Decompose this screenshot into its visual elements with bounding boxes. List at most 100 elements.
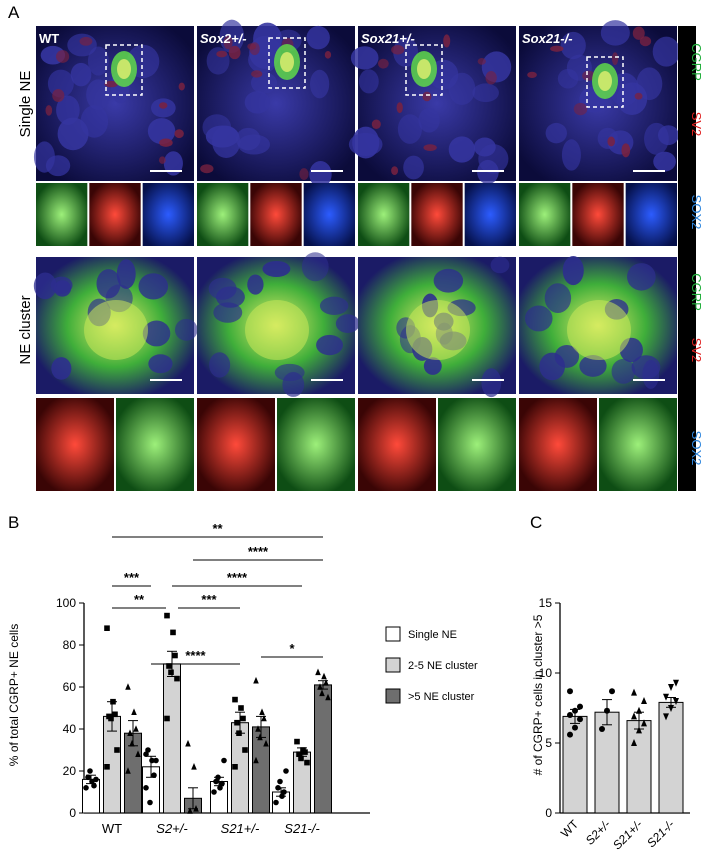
nucleus-blob <box>309 69 330 99</box>
micrograph-column-wt: WT <box>33 26 198 491</box>
data-point <box>232 696 238 703</box>
data-point <box>261 714 267 722</box>
nucleus-blob <box>142 320 171 347</box>
split-channel-image <box>625 183 677 246</box>
nucleus-blob <box>433 268 464 293</box>
nucleus-blob <box>316 334 343 356</box>
nucleus-blob <box>544 283 572 314</box>
bar <box>594 711 620 814</box>
split-channel-image <box>411 183 463 246</box>
data-point <box>673 698 679 705</box>
nucleus-blob <box>554 345 580 368</box>
nucleus-blob <box>657 125 679 146</box>
nucleus-blob <box>448 136 476 163</box>
split-channel-image <box>197 398 275 491</box>
nucleus-blob <box>47 69 74 98</box>
data-point <box>298 755 304 762</box>
nucleus-blob <box>652 36 681 67</box>
data-point <box>599 726 605 732</box>
nucleus-blob <box>636 67 663 101</box>
x-tick-label: S2+/- <box>156 821 188 836</box>
data-point <box>631 688 637 696</box>
sv2-blob <box>607 136 616 147</box>
legend-label-2-5-cluster: 2-5 NE cluster <box>408 660 478 672</box>
x-tick-label: WT <box>102 821 122 836</box>
sv2-blob <box>485 71 497 85</box>
data-point <box>673 679 679 687</box>
data-point <box>125 683 131 690</box>
data-point <box>668 684 674 691</box>
data-point <box>641 697 647 704</box>
micrograph-grid: WT Sox2+/- Sox21+/- Sox21-/- <box>33 19 681 491</box>
sv2-blob <box>178 82 185 91</box>
data-point <box>317 683 323 690</box>
data-point <box>108 715 114 722</box>
sv2-blob <box>477 57 486 65</box>
nucleus-blob <box>631 355 661 380</box>
data-point <box>114 747 120 753</box>
cluster-core <box>245 300 309 360</box>
condition-label-wt: WT <box>39 31 59 46</box>
chart-b-legend: Single NE 2-5 NE cluster >5 NE cluster <box>385 626 478 704</box>
data-point <box>131 708 137 715</box>
x-tick-label: WT <box>558 817 582 841</box>
nucleus-blob <box>403 155 424 180</box>
data-point <box>187 807 193 814</box>
channel-label-strip <box>678 26 696 491</box>
x-tick-label: S21+/- <box>221 821 260 836</box>
nucleus-blob <box>33 272 57 300</box>
data-point <box>275 785 281 791</box>
nucleus-blob <box>70 62 92 87</box>
nucleus-blob <box>301 252 329 282</box>
nucleus-blob <box>358 69 379 94</box>
sv2-blob <box>79 36 93 46</box>
nucleus-blob <box>335 314 360 334</box>
condition-label-sox21-: Sox21-/- <box>522 31 573 46</box>
chart-b: % of total CGRP+ NE cells 0 20 40 60 80 100 WT… <box>7 521 370 836</box>
data-point <box>145 747 151 753</box>
data-point <box>91 782 97 789</box>
nucleus-blob <box>96 269 121 299</box>
data-point <box>567 731 573 738</box>
nucleus-blob <box>247 274 264 295</box>
cluster-core <box>84 300 148 360</box>
condition-label-sox21-: Sox21+/- <box>361 31 415 46</box>
sv2-blob <box>249 42 260 56</box>
data-point <box>240 715 246 722</box>
data-point <box>185 739 191 747</box>
split-channel-image <box>519 183 571 246</box>
significance-label: **** <box>185 648 206 663</box>
data-point <box>315 668 321 676</box>
data-point <box>170 629 176 636</box>
nucleus-blob <box>611 358 636 384</box>
bar <box>658 701 684 814</box>
data-point <box>567 688 573 695</box>
split-channel-image <box>36 183 88 246</box>
data-point <box>242 747 248 753</box>
y-tick-label: 20 <box>63 764 77 778</box>
data-point <box>319 689 325 697</box>
sv2-blob <box>391 44 405 55</box>
data-point <box>174 675 180 682</box>
row-label-single-ne: Single NE <box>17 71 34 138</box>
data-point <box>567 712 573 718</box>
sv2-blob <box>55 50 70 63</box>
split-channel-image <box>116 398 194 491</box>
cluster-core <box>567 300 631 360</box>
channel-label-cgrp: CGRP <box>689 43 704 81</box>
legend-swatch-gt5-cluster <box>385 688 401 704</box>
data-point <box>296 751 302 757</box>
bar <box>314 684 332 814</box>
legend-swatch-single-ne <box>385 626 401 642</box>
data-point <box>129 739 135 747</box>
inset-box <box>586 56 624 108</box>
nucleus-blob <box>53 280 72 297</box>
sv2-blob <box>174 129 184 139</box>
nucleus-blob <box>579 355 607 377</box>
ne-cell-core <box>417 59 431 79</box>
data-point <box>641 719 647 727</box>
data-point <box>663 693 669 701</box>
y-tick-label: 100 <box>56 596 76 610</box>
nucleus-blob <box>205 125 240 148</box>
nucleus-blob <box>397 114 422 144</box>
